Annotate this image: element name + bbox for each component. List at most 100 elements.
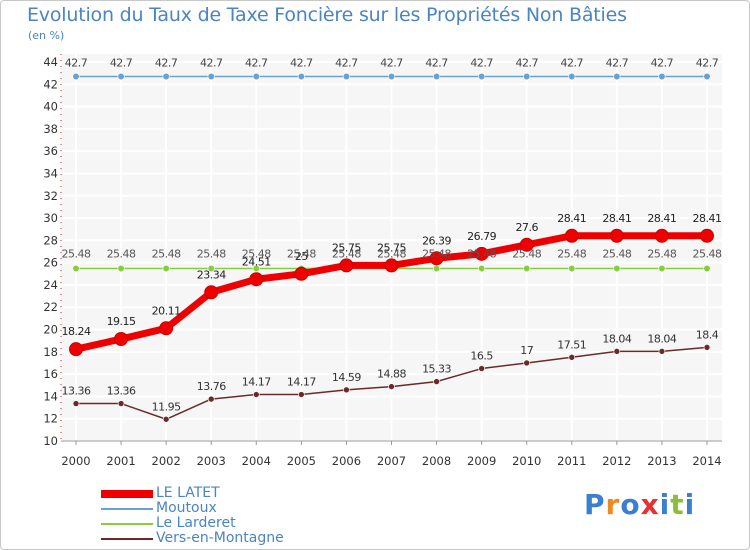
point-le-latet xyxy=(294,266,309,281)
point-vers-en-montagne xyxy=(117,400,125,407)
data-label-moutoux: 42.7 xyxy=(425,56,448,69)
point-moutoux xyxy=(297,72,305,81)
x-tick-label: 2007 xyxy=(377,454,406,468)
point-le-latet xyxy=(519,237,534,252)
point-le-larderet xyxy=(432,264,441,273)
data-label-moutoux: 42.7 xyxy=(515,56,538,69)
chart-title: Evolution du Taux de Taxe Foncière sur l… xyxy=(27,4,627,26)
data-label-le-latet: 24.51 xyxy=(242,255,271,268)
data-label-vers-en-montagne: 13.36 xyxy=(107,385,136,398)
point-vers-en-montagne xyxy=(72,400,80,407)
point-vers-en-montagne xyxy=(252,391,260,398)
data-label-le-larderet: 25.48 xyxy=(287,247,316,260)
point-moutoux xyxy=(117,72,125,81)
data-label-moutoux: 42.7 xyxy=(65,56,88,69)
data-label-le-larderet: 25.48 xyxy=(152,247,181,260)
y-tick-label: 18 xyxy=(43,345,58,359)
data-label-vers-en-montagne: 14.17 xyxy=(242,376,271,389)
point-moutoux xyxy=(342,72,351,81)
point-vers-en-montagne xyxy=(523,359,531,367)
x-tick-label: 2004 xyxy=(242,454,271,468)
legend-label: Moutoux xyxy=(156,500,217,516)
data-label-le-larderet: 25.48 xyxy=(467,247,496,260)
data-label-le-latet: 20.11 xyxy=(152,304,181,317)
y-tick-label: 26 xyxy=(43,256,58,270)
y-tick-label: 12 xyxy=(43,412,58,426)
point-moutoux xyxy=(387,72,396,81)
data-label-vers-en-montagne: 17 xyxy=(520,344,533,357)
data-label-le-larderet: 25.48 xyxy=(107,247,136,260)
point-le-larderet xyxy=(523,264,531,273)
y-tick-label: 20 xyxy=(43,323,58,337)
data-label-vers-en-montagne: 13.36 xyxy=(62,385,91,398)
point-le-larderet xyxy=(72,264,80,273)
point-vers-en-montagne xyxy=(298,391,305,398)
data-label-moutoux: 42.7 xyxy=(290,56,313,69)
legend-item-moutoux: Moutoux xyxy=(101,500,331,517)
data-label-vers-en-montagne: 18.04 xyxy=(647,332,676,345)
point-le-larderet xyxy=(117,264,125,273)
y-tick-label: 22 xyxy=(43,300,58,314)
x-tick-label: 2005 xyxy=(287,454,316,468)
data-label-moutoux: 42.7 xyxy=(651,56,674,69)
data-label-le-larderet: 25.48 xyxy=(422,247,451,260)
proxiti-logo[interactable]: Proxiti xyxy=(584,488,695,521)
data-label-vers-en-montagne: 18.4 xyxy=(696,328,719,341)
data-label-le-latet: 26.39 xyxy=(422,234,451,247)
y-tick-label: 10 xyxy=(43,434,58,448)
data-label-vers-en-montagne: 14.59 xyxy=(332,371,361,384)
series-lines xyxy=(69,72,714,423)
point-moutoux xyxy=(252,72,260,81)
logo-letter: r xyxy=(605,488,621,521)
point-le-latet xyxy=(204,285,219,300)
y-tick-label: 38 xyxy=(43,122,58,136)
logo-letter: o xyxy=(620,488,641,521)
data-label-moutoux: 42.7 xyxy=(335,56,358,69)
point-le-larderet xyxy=(703,264,711,273)
data-label-moutoux: 42.7 xyxy=(561,56,584,69)
data-label-le-larderet: 25.48 xyxy=(557,247,586,260)
data-label-le-larderet: 25.48 xyxy=(602,247,631,260)
point-vers-en-montagne xyxy=(162,415,170,423)
x-tick-label: 2010 xyxy=(512,454,541,468)
x-tick-label: 2006 xyxy=(332,454,361,468)
legend-label: Vers-en-Montagne xyxy=(156,530,284,546)
point-le-larderet xyxy=(162,264,170,273)
data-label-le-latet: 28.41 xyxy=(557,212,586,225)
point-le-larderet xyxy=(613,264,621,273)
data-label-le-larderet: 25.48 xyxy=(647,247,676,260)
data-label-vers-en-montagne: 18.04 xyxy=(602,332,631,345)
x-tick-label: 2003 xyxy=(197,454,226,468)
legend-item-le-latet: LE LATET xyxy=(101,485,331,502)
x-tick-label: 2009 xyxy=(467,454,496,468)
data-label-le-larderet: 25.48 xyxy=(197,247,226,260)
point-moutoux xyxy=(703,72,711,81)
data-label-le-latet: 28.41 xyxy=(693,212,722,225)
point-le-latet xyxy=(564,228,579,243)
point-le-latet xyxy=(384,258,399,273)
unit-label: (en %) xyxy=(28,29,65,42)
legend-swatch-vers-en-montagne xyxy=(101,538,153,540)
legend-label: Le Larderet xyxy=(156,515,236,531)
point-vers-en-montagne xyxy=(568,353,576,361)
data-label-le-latet: 27.6 xyxy=(515,221,538,234)
data-label-vers-en-montagne: 11.95 xyxy=(152,400,181,413)
point-le-latet xyxy=(159,321,174,336)
x-tick-label: 2001 xyxy=(106,454,135,468)
x-tick-label: 2000 xyxy=(61,454,90,468)
point-vers-en-montagne xyxy=(658,348,666,355)
point-vers-en-montagne xyxy=(433,378,440,385)
data-label-moutoux: 42.7 xyxy=(245,56,268,69)
point-le-larderet xyxy=(252,264,260,273)
x-tick-label: 2012 xyxy=(602,454,631,468)
data-label-vers-en-montagne: 14.88 xyxy=(377,368,406,381)
legend-label: LE LATET xyxy=(156,485,220,501)
data-label-le-latet: 25.75 xyxy=(377,241,406,254)
point-moutoux xyxy=(432,72,441,81)
data-label-le-latet: 19.15 xyxy=(107,315,136,328)
logo-letter: t xyxy=(670,488,685,521)
point-le-larderet xyxy=(568,264,576,273)
point-vers-en-montagne xyxy=(343,386,350,394)
data-label-le-larderet: 25.48 xyxy=(512,247,541,260)
data-label-le-larderet: 25.48 xyxy=(693,247,722,260)
